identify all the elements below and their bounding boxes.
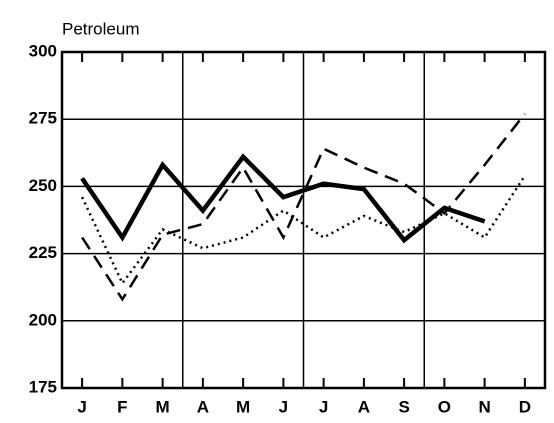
x-tick-label: F bbox=[117, 397, 127, 416]
x-tick-label: A bbox=[197, 397, 209, 416]
x-tick-label: M bbox=[236, 397, 250, 416]
plot-border bbox=[60, 50, 547, 390]
y-tick-label: 175 bbox=[29, 377, 57, 396]
y-tick-label: 225 bbox=[29, 243, 57, 262]
x-tick-label: J bbox=[279, 397, 288, 416]
x-tick-label: J bbox=[319, 397, 328, 416]
x-tick-label: S bbox=[398, 397, 409, 416]
x-tick-label: J bbox=[77, 397, 86, 416]
y-tick-label: 200 bbox=[29, 310, 57, 329]
series-line bbox=[80, 153, 486, 244]
x-tick-label: M bbox=[156, 397, 170, 416]
series-line bbox=[81, 113, 526, 302]
y-tick-label: 250 bbox=[29, 176, 57, 195]
y-tick-label: 300 bbox=[29, 41, 57, 60]
y-tick-label: 275 bbox=[29, 109, 57, 128]
x-tick-label: N bbox=[478, 397, 490, 416]
x-tick-label: O bbox=[438, 397, 451, 416]
x-tick-label: D bbox=[519, 397, 531, 416]
chart-title: Petroleum bbox=[62, 19, 139, 38]
series-line bbox=[80, 174, 526, 286]
x-tick-label: A bbox=[358, 397, 370, 416]
